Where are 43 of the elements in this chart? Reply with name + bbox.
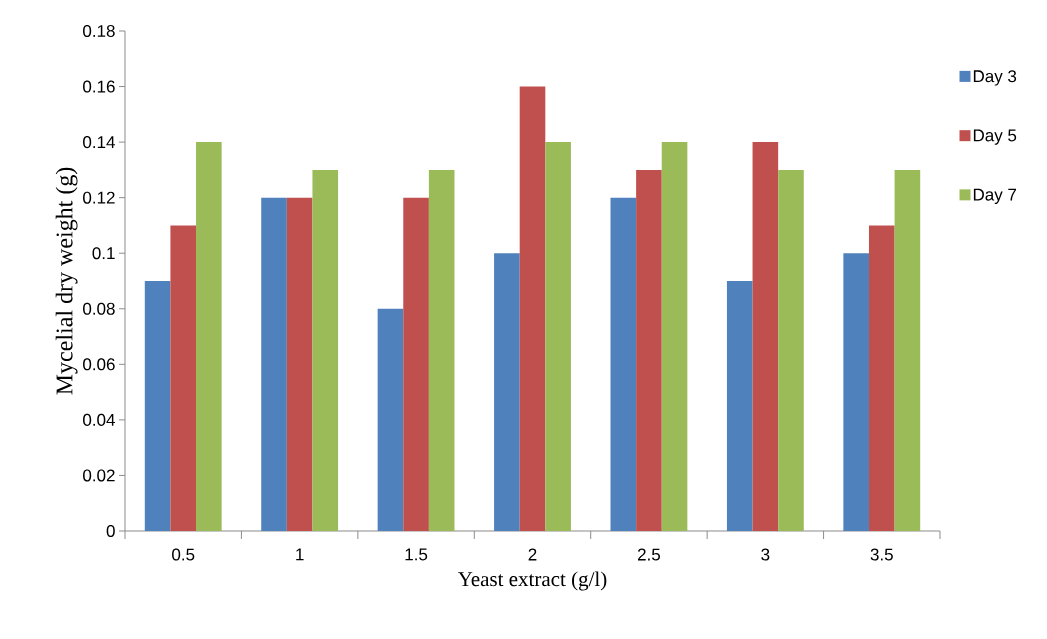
- bar: [661, 142, 688, 531]
- x-tick-label: 1.5: [405, 548, 428, 561]
- x-tick-label: 0.5: [172, 548, 195, 561]
- bar: [545, 142, 571, 531]
- y-tick-label: 0.12: [83, 191, 115, 204]
- y-tick-label: 0.04: [83, 413, 115, 426]
- bar: [519, 86, 546, 531]
- y-tick-label: 0.16: [83, 80, 115, 93]
- y-axis-title: Mycelial dry weight (g): [55, 167, 78, 395]
- bar: [170, 225, 197, 531]
- bar: [312, 169, 339, 531]
- bar: [868, 225, 895, 531]
- bar: [726, 280, 753, 531]
- y-tick-label: 0.1: [92, 247, 115, 260]
- bar: [144, 280, 171, 531]
- y-tick-label: 0.02: [83, 469, 115, 482]
- bar: [752, 142, 779, 531]
- bar: [610, 197, 637, 531]
- y-tick-label: 0: [106, 524, 115, 538]
- x-tick-label: 1: [296, 548, 304, 561]
- y-tick-label: 0.08: [83, 302, 115, 315]
- bar: [377, 308, 404, 531]
- bar: [894, 169, 921, 531]
- y-tick-label: 0.14: [83, 136, 115, 149]
- x-tick-label: 3.5: [870, 548, 893, 561]
- bar: [778, 169, 804, 531]
- bar: [196, 142, 222, 531]
- bar: [428, 169, 455, 531]
- bar: [286, 197, 313, 531]
- x-tick-label: 2: [528, 548, 537, 561]
- legend-label: Day 5: [973, 129, 1017, 145]
- bar: [261, 197, 287, 531]
- bar: [843, 253, 869, 531]
- x-tick-label: 2.5: [637, 548, 661, 561]
- legend-label: Day 3: [973, 70, 1017, 86]
- y-tick-label: 0.18: [83, 24, 115, 38]
- bar: [494, 253, 520, 531]
- x-tick-label: 3: [761, 548, 770, 561]
- bar: [403, 197, 429, 531]
- x-axis-title: Yeast extract (g/l): [457, 571, 607, 591]
- y-tick-label: 0.06: [83, 358, 115, 371]
- bar: [636, 169, 662, 531]
- legend-label: Day 7: [973, 188, 1017, 204]
